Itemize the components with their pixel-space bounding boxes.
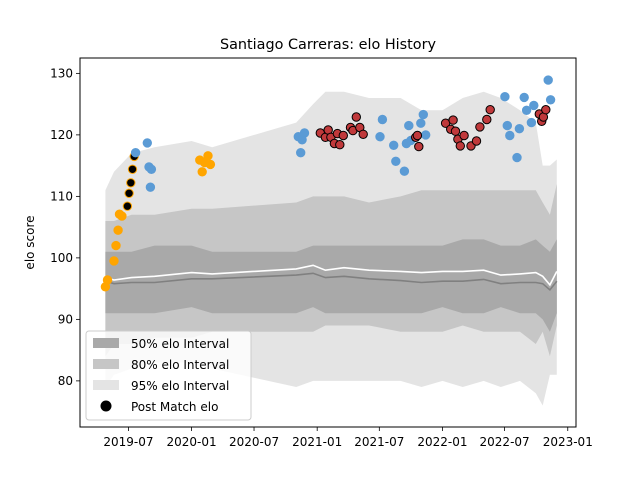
data-point-blue-29	[543, 75, 553, 85]
data-point-red-15	[414, 141, 424, 152]
data-point-red-27	[485, 105, 495, 115]
data-point-red-12	[358, 129, 368, 140]
data-point-blue-27	[526, 117, 537, 128]
data-point-blue-8	[299, 128, 310, 138]
data-point-red-7	[338, 130, 348, 141]
data-point-red-31	[541, 105, 551, 115]
legend-label-post-match: Post Match elo	[131, 400, 218, 414]
data-point-orange-6	[117, 211, 127, 221]
interval-bands	[105, 91, 557, 406]
data-point-blue-11	[389, 140, 399, 151]
y-axis: 80 90 100 110 120 130	[50, 67, 80, 388]
data-points	[100, 75, 556, 292]
data-point-red-14	[412, 130, 423, 141]
data-point-blue-28	[529, 100, 539, 111]
data-point-blue-10	[377, 114, 388, 125]
data-point-black-3	[127, 164, 138, 175]
data-point-blue-20	[500, 92, 510, 102]
data-point-blue-12	[391, 156, 401, 167]
x-tick-label-2021-01: 2021-01	[292, 435, 342, 449]
data-point-blue-26	[521, 105, 532, 116]
data-point-blue-15	[404, 120, 414, 131]
legend-label-95: 95% elo Interval	[131, 379, 229, 393]
x-axis: 2019-07 2020-01 2020-07 2021-01 2021-07 2022-…	[103, 427, 593, 449]
data-point-black-2	[126, 178, 136, 188]
median-elo-line	[105, 272, 558, 292]
legend-swatch-50	[93, 338, 119, 348]
legend: 50% elo Interval 80% elo Interval 95% el…	[85, 330, 252, 421]
x-tick-label-2022-07: 2022-07	[480, 435, 530, 449]
data-point-red-10	[351, 112, 361, 122]
x-tick-label-2020-07: 2020-07	[229, 435, 279, 449]
mean-elo-line	[105, 264, 558, 287]
data-point-blue-1	[142, 138, 153, 148]
data-point-black-1	[124, 188, 134, 199]
data-point-blue-22	[505, 130, 515, 141]
y-tick-label-100: 100	[50, 251, 73, 265]
data-point-blue-17	[416, 118, 426, 128]
data-point-blue-24	[514, 124, 525, 134]
data-point-orange-8	[197, 167, 207, 177]
data-point-red-25	[475, 122, 485, 132]
x-tick-label-2019-07: 2019-07	[103, 435, 153, 449]
y-tick-label-90: 90	[58, 313, 73, 327]
legend-swatch-95	[93, 380, 119, 390]
legend-swatch-80	[93, 359, 119, 369]
x-tick-label-2020-01: 2020-01	[166, 435, 216, 449]
data-point-red-19	[450, 126, 461, 136]
data-point-blue-6	[296, 148, 306, 158]
plot-frame	[79, 57, 577, 428]
data-point-red-22	[459, 130, 469, 141]
data-point-blue-30	[545, 95, 556, 105]
data-point-red-24	[471, 136, 482, 146]
band-50-interval	[105, 239, 557, 332]
data-point-black-0	[122, 201, 133, 211]
x-tick-label-2021-07: 2021-07	[354, 435, 404, 449]
data-point-blue-23	[512, 152, 522, 163]
legend-marker-post-match	[100, 400, 112, 412]
y-tick-label-110: 110	[50, 190, 73, 204]
x-tick-label-2023-01: 2023-01	[543, 435, 593, 449]
y-tick-label-130: 130	[50, 67, 73, 81]
data-point-red-21	[455, 141, 465, 151]
data-point-blue-13	[399, 166, 410, 176]
data-point-red-6	[335, 140, 345, 150]
y-axis-label: elo score	[23, 215, 37, 269]
elo-lines	[105, 264, 558, 292]
data-point-orange-3	[111, 240, 121, 251]
data-point-blue-25	[519, 92, 529, 103]
data-point-orange-4	[113, 225, 123, 235]
data-point-blue-0	[130, 148, 141, 158]
data-point-orange-10	[203, 151, 213, 161]
data-point-red-26	[482, 114, 492, 125]
data-point-blue-19	[421, 130, 431, 140]
legend-box	[85, 330, 252, 421]
legend-label-80: 80% elo Interval	[131, 358, 229, 372]
y-tick-label-80: 80	[58, 374, 73, 388]
x-tick-label-2022-01: 2022-01	[417, 435, 467, 449]
data-point-blue-4	[146, 164, 157, 175]
y-tick-label-120: 120	[50, 128, 73, 142]
data-point-orange-2	[109, 256, 119, 266]
chart-title: Santiago Carreras: elo History	[220, 37, 437, 53]
data-point-blue-21	[502, 120, 512, 131]
data-point-red-18	[448, 115, 458, 125]
data-point-orange-1	[102, 275, 113, 285]
data-point-orange-11	[205, 159, 216, 170]
data-point-blue-18	[418, 109, 428, 120]
legend-label-50: 50% elo Interval	[131, 337, 229, 351]
data-point-blue-9	[375, 132, 385, 142]
data-point-blue-3	[145, 182, 156, 192]
